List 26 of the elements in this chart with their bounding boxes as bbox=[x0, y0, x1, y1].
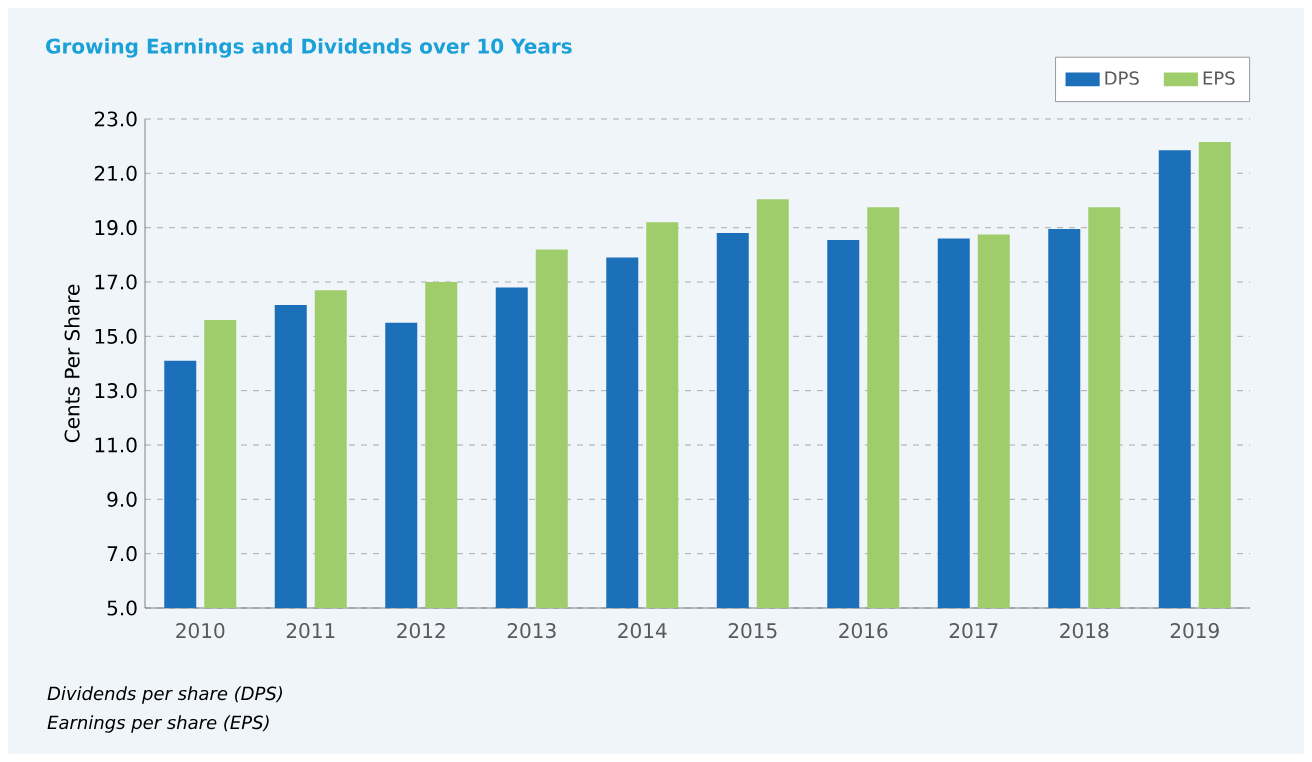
chart-title: Growing Earnings and Dividends over 10 Years bbox=[46, 38, 572, 58]
x-tick-label: 2010 bbox=[176, 623, 225, 639]
x-tick-label: 2019 bbox=[1170, 623, 1219, 639]
y-tick-label: 11.0 bbox=[95, 437, 137, 453]
y-tick-label: 15.0 bbox=[95, 328, 137, 344]
y-tick-label: 17.0 bbox=[95, 274, 137, 290]
y-tick-label: 7.0 bbox=[107, 546, 137, 562]
text: Dividends per share (DPS) bbox=[47, 686, 282, 704]
y-tick-label: 19.0 bbox=[95, 220, 137, 236]
x-tick-label: 2012 bbox=[397, 623, 445, 639]
x-tick-label: 2014 bbox=[618, 623, 667, 639]
text: Earnings per share (EPS) bbox=[47, 715, 269, 733]
y-tick-label: 5.0 bbox=[107, 600, 137, 616]
x-tick-label: 2011 bbox=[286, 623, 335, 639]
x-tick-label: 2016 bbox=[839, 623, 888, 639]
y-tick-label: 21.0 bbox=[94, 165, 137, 181]
legend-label: EPS bbox=[1203, 71, 1235, 85]
x-tick-label: 2018 bbox=[1060, 623, 1109, 639]
y-tick-label: 13.0 bbox=[95, 383, 137, 399]
x-tick-label: 2013 bbox=[507, 623, 556, 639]
y-tick-label: 9.0 bbox=[107, 491, 137, 507]
x-tick-label: 2015 bbox=[728, 623, 777, 639]
legend-label: DPS bbox=[1105, 71, 1139, 85]
y-axis-title: Cents Per Share bbox=[64, 284, 80, 443]
y-tick-label: 23.0 bbox=[94, 111, 137, 127]
x-tick-label: 2017 bbox=[949, 623, 998, 639]
